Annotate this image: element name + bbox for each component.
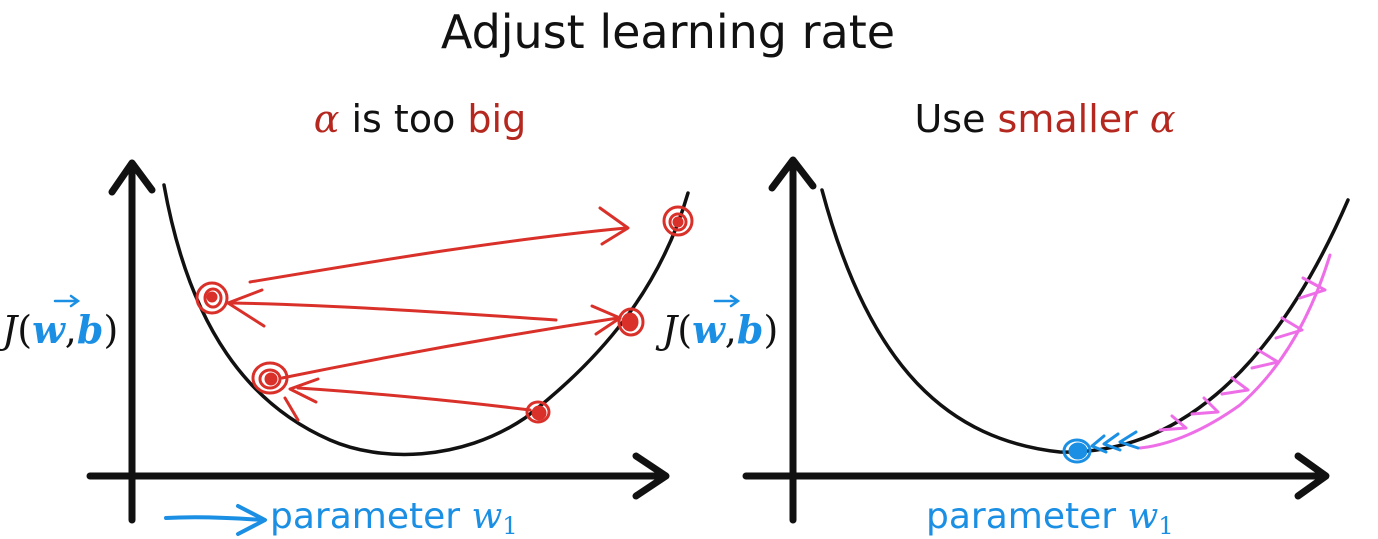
subtitle-emphasis: smaller — [998, 97, 1150, 141]
step-point-1 — [525, 400, 551, 424]
left-x-label: parameter w1 — [270, 496, 518, 539]
small-step-chevron-2 — [1274, 316, 1304, 340]
jump-arrow-1-head — [288, 377, 320, 404]
alpha-symbol: α — [1150, 97, 1176, 141]
small-step-chevron-6 — [1158, 414, 1188, 432]
right-x-label: parameter w1 — [926, 496, 1174, 539]
right-axes — [742, 156, 1330, 524]
subtitle-text: Use — [914, 97, 997, 141]
left-panel: α is too big — [0, 97, 694, 539]
right-x-arrowhead — [1294, 452, 1330, 500]
right-y-label: J(w,b) — [655, 307, 778, 352]
left-subtitle: α is too big — [314, 97, 526, 141]
right-panel: Use smaller α — [655, 97, 1350, 539]
small-step-chevron-3 — [1250, 348, 1280, 370]
jump-arrow-4 — [248, 226, 628, 284]
jump-arrow-1 — [296, 386, 532, 412]
page-title: Adjust learning rate — [441, 5, 895, 59]
subtitle-emphasis: big — [467, 97, 526, 141]
alpha-symbol: α — [314, 97, 340, 141]
left-step-points — [195, 205, 694, 424]
vector-arrow-icon — [713, 294, 741, 308]
left-y-arrowhead — [108, 159, 156, 196]
right-small-steps — [1138, 253, 1332, 450]
step-point-2 — [251, 361, 289, 395]
right-minimum-point — [1062, 438, 1092, 464]
small-step-path — [1138, 253, 1332, 450]
right-converge-marks — [1090, 430, 1140, 454]
tick-mark — [283, 396, 300, 422]
vector-arrow-icon — [53, 294, 81, 308]
right-subtitle: Use smaller α — [914, 97, 1175, 141]
subtitle-text: is too — [339, 97, 467, 141]
left-x-arrowhead — [632, 452, 670, 500]
left-y-label: J(w,b) — [0, 307, 118, 352]
left-axes — [86, 159, 670, 524]
jump-arrow-2 — [280, 316, 620, 380]
right-y-arrowhead — [768, 156, 817, 192]
small-step-chevron-5 — [1190, 396, 1220, 416]
step-point-3 — [617, 307, 645, 337]
right-cost-curve — [820, 188, 1350, 454]
jump-arrow-3-head — [226, 288, 266, 328]
step-point-5 — [662, 205, 694, 237]
left-x-direction-arrow — [164, 504, 267, 536]
left-jump-arrows — [226, 206, 630, 422]
small-step-chevron-4 — [1220, 376, 1250, 396]
jump-arrow-4-head — [598, 206, 630, 246]
step-point-4 — [195, 281, 229, 315]
jump-arrow-3 — [230, 301, 558, 322]
small-step-chevron-1 — [1298, 276, 1327, 300]
